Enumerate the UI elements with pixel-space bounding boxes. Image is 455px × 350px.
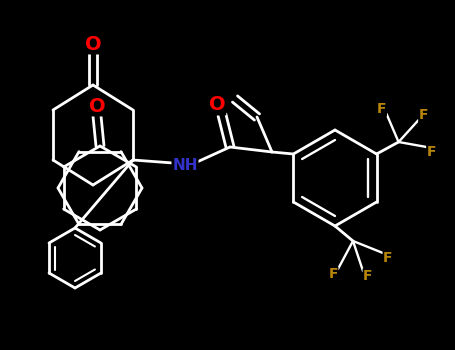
Text: O: O bbox=[209, 96, 225, 114]
Text: F: F bbox=[419, 108, 428, 122]
Text: O: O bbox=[89, 97, 105, 116]
Text: F: F bbox=[383, 251, 393, 265]
Text: F: F bbox=[427, 145, 436, 159]
Text: F: F bbox=[377, 102, 386, 116]
Text: F: F bbox=[328, 267, 338, 281]
Text: O: O bbox=[85, 35, 101, 54]
Text: NH: NH bbox=[172, 158, 198, 173]
Text: F: F bbox=[363, 269, 373, 283]
